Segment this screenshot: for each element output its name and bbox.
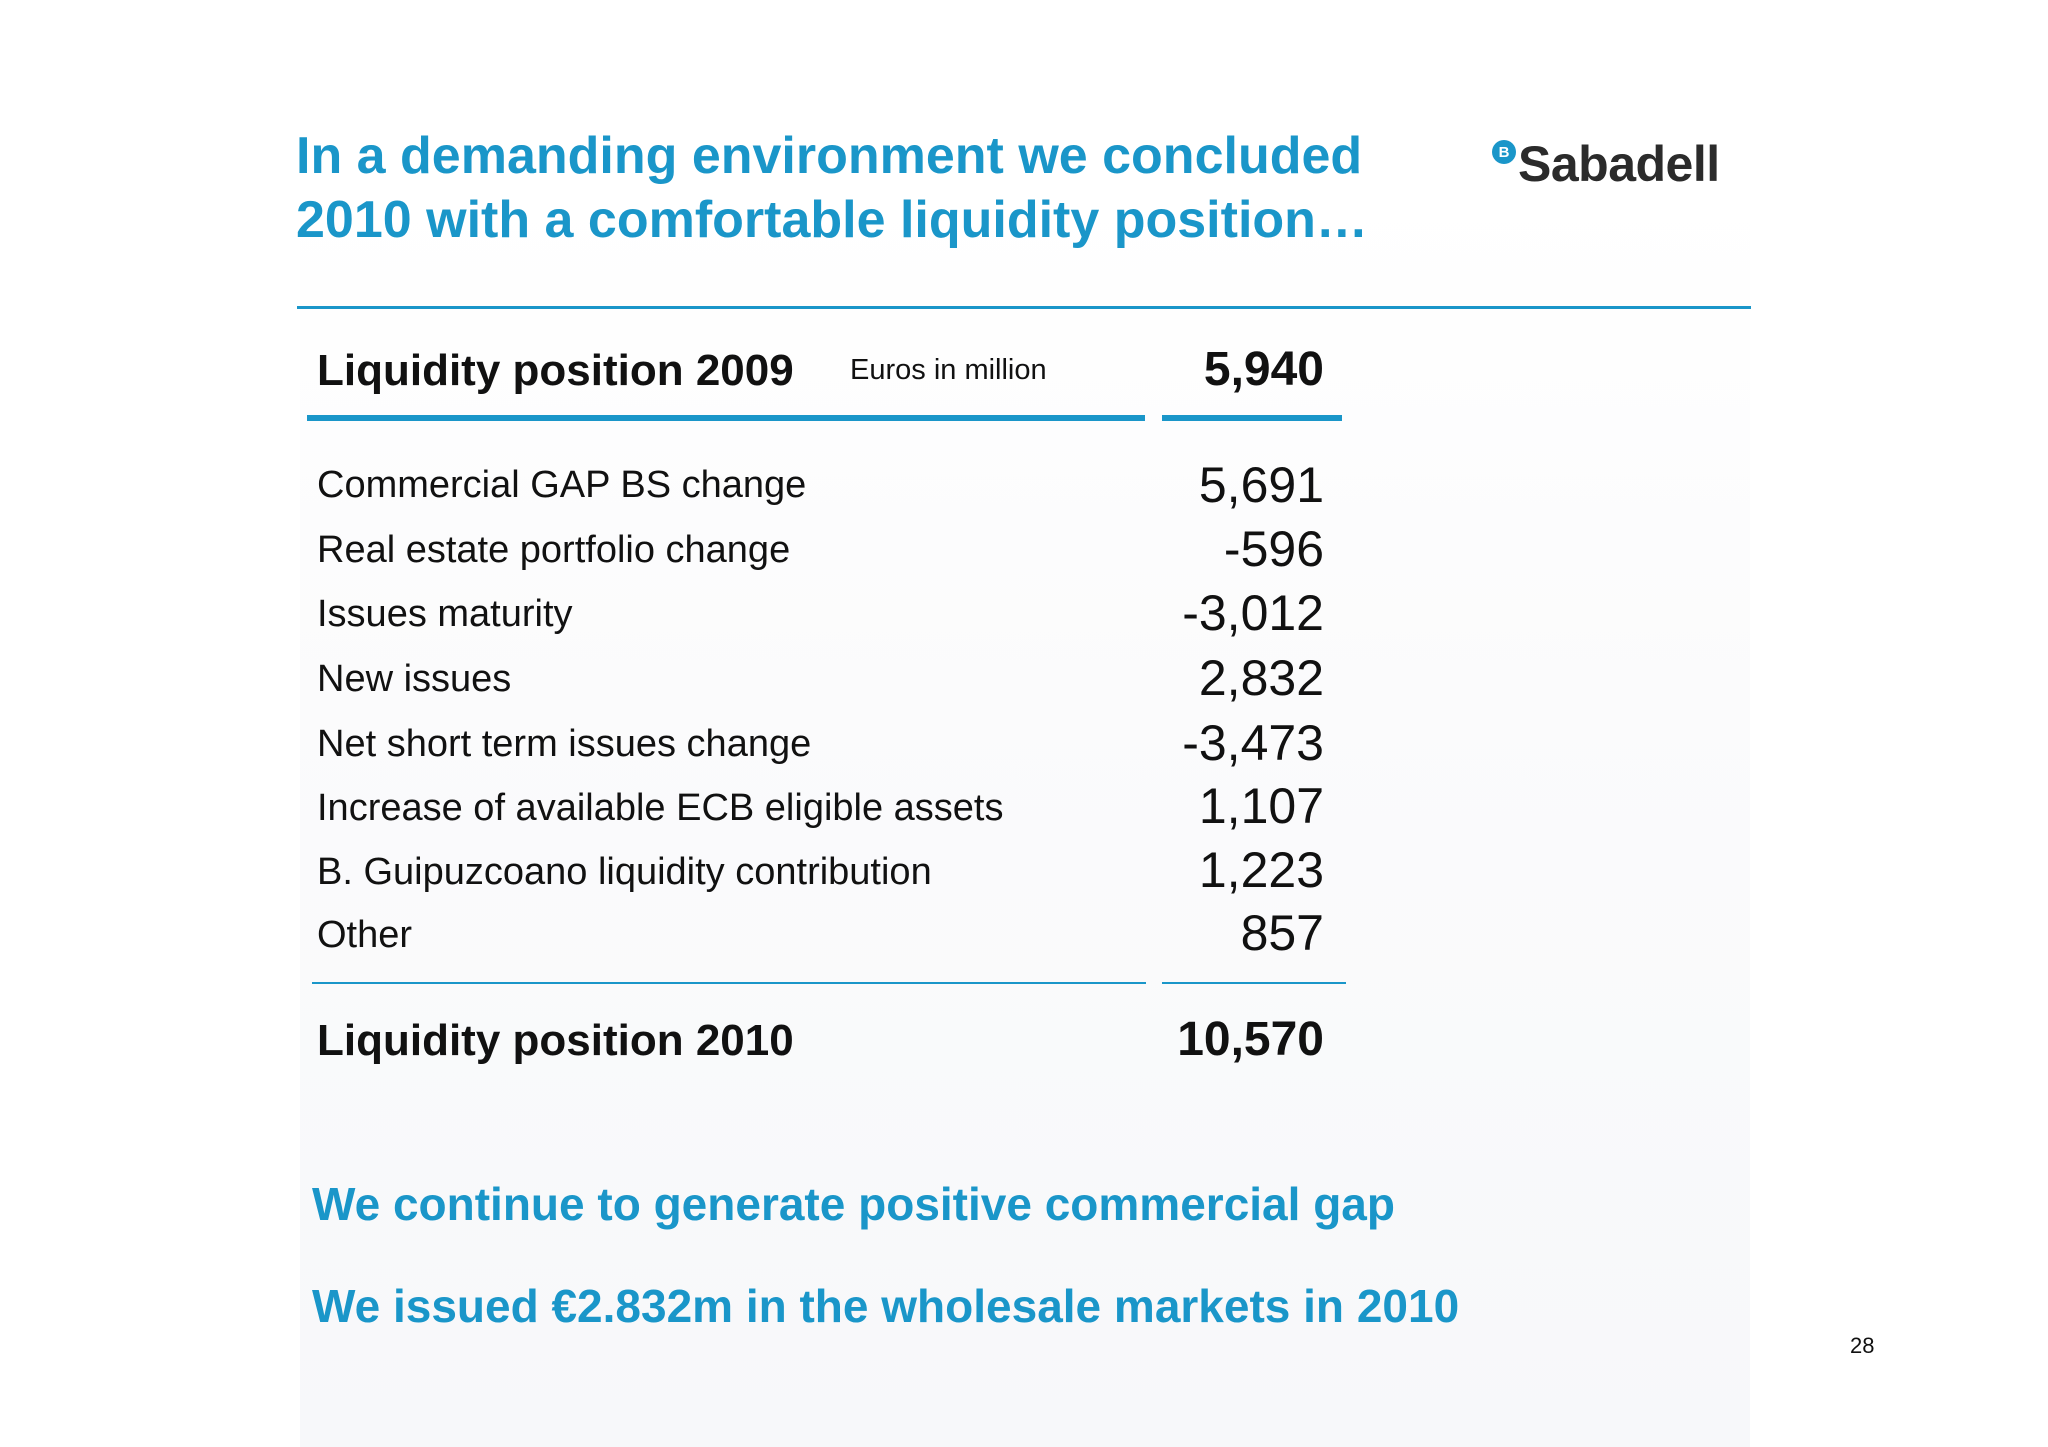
row-label: B. Guipuzcoano liquidity contribution: [317, 851, 932, 893]
sabadell-logo: B Sabadell: [1492, 136, 1720, 196]
row-value: -3,012: [1182, 585, 1324, 641]
message-commercial-gap: We continue to generate positive commerc…: [312, 1178, 1395, 1230]
slide-title-line-1: In a demanding environment we concluded: [296, 127, 1363, 185]
message-wholesale-issues: We issued €2.832m in the wholesale marke…: [312, 1280, 1460, 1332]
logo-text: Sabadell: [1518, 136, 1720, 192]
row-label: Issues maturity: [317, 593, 573, 635]
row-value: 1,107: [1198, 778, 1324, 834]
row-label: Increase of available ECB eligible asset…: [317, 787, 1004, 829]
row-label: Commercial GAP BS change: [317, 464, 807, 506]
row-label: Real estate portfolio change: [317, 529, 791, 571]
row-label: Net short term issues change: [317, 723, 812, 765]
unit-note: Euros in million: [850, 354, 1047, 386]
row-value: 1,223: [1198, 842, 1324, 898]
page-number: 28: [1850, 1333, 1875, 1358]
row-value: 5,691: [1198, 457, 1324, 513]
logo-mark-icon: B: [1492, 140, 1516, 164]
slide-title-line-2: 2010 with a comfortable liquidity positi…: [296, 191, 1368, 249]
title-divider: [297, 306, 1751, 309]
background-panel: [300, 190, 1750, 1447]
total-divider-value: [1162, 982, 1346, 984]
row-label: Other: [317, 914, 413, 956]
total-value: 10,570: [1177, 1013, 1324, 1066]
header-value: 5,940: [1203, 343, 1324, 396]
row-value: -3,473: [1182, 715, 1324, 771]
total-label: Liquidity position 2010: [317, 1016, 794, 1065]
header-underline-value: [1162, 415, 1342, 421]
header-label: Liquidity position 2009: [317, 346, 794, 395]
slide-title: In a demanding environment we concluded …: [296, 124, 1496, 252]
row-value: 857: [1240, 905, 1324, 961]
row-value: -596: [1223, 521, 1324, 577]
total-divider-label: [312, 982, 1146, 984]
row-label: New issues: [317, 658, 512, 700]
header-underline-label: [307, 415, 1145, 421]
row-value: 2,832: [1198, 650, 1324, 706]
